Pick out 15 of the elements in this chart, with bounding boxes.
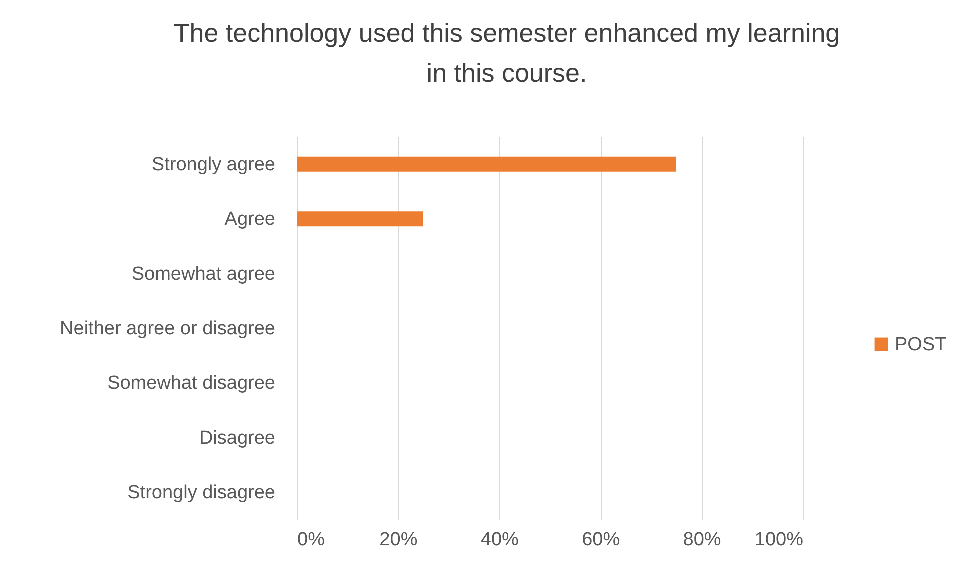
chart-title: The technology used this semester enhanced my learning in this course.	[174, 18, 840, 88]
y-tick-label: Disagree	[199, 428, 276, 449]
legend-label: POST	[895, 334, 948, 356]
y-tick-label: Strongly disagree	[128, 482, 276, 504]
y-tick-label: Strongly agree	[152, 154, 276, 176]
x-tick-label: 20%	[380, 530, 418, 550]
x-tick-label: 100%	[754, 530, 804, 550]
x-tick-label: 80%	[683, 530, 722, 550]
x-tick-label: 40%	[480, 530, 520, 550]
y-tick-label: Somewhat agree	[132, 264, 276, 285]
x-tick-label: 0%	[298, 530, 326, 550]
y-tick-label: Neither agree or disagree	[60, 318, 276, 340]
y-tick-label: Agree	[224, 209, 276, 230]
x-tick-label: 60%	[582, 530, 620, 550]
y-tick-label: Somewhat disagree	[108, 373, 276, 394]
